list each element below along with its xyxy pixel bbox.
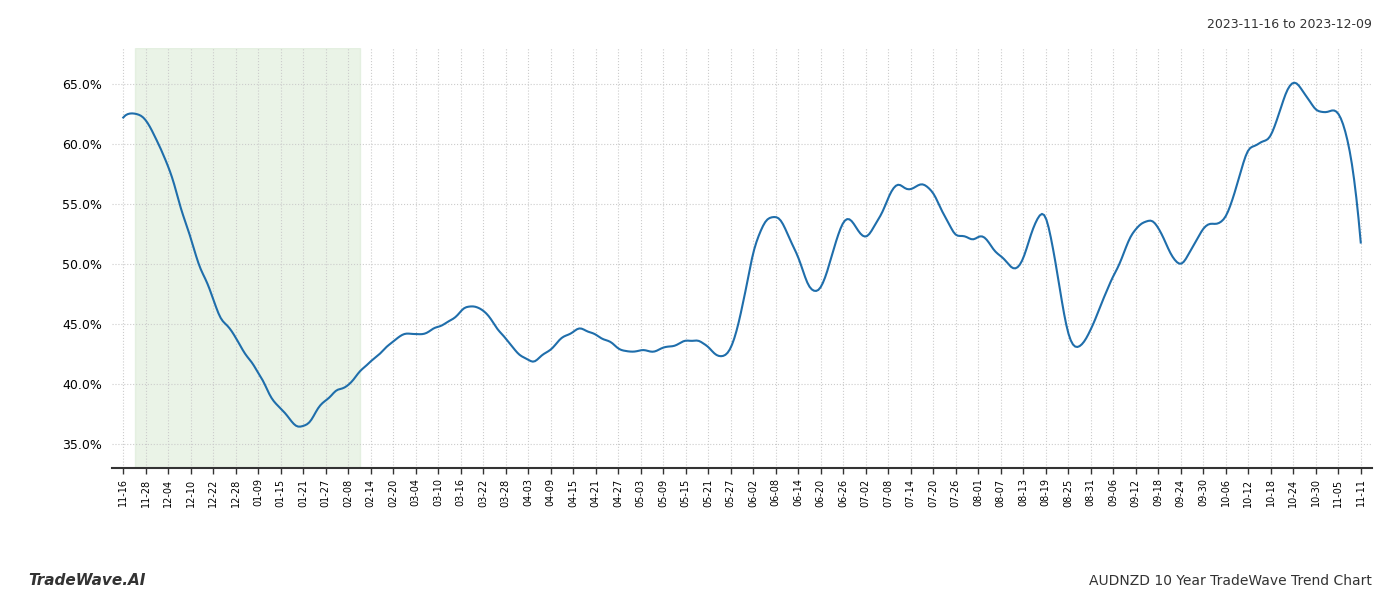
- Text: AUDNZD 10 Year TradeWave Trend Chart: AUDNZD 10 Year TradeWave Trend Chart: [1089, 574, 1372, 588]
- Text: 2023-11-16 to 2023-12-09: 2023-11-16 to 2023-12-09: [1207, 18, 1372, 31]
- Bar: [134, 48, 360, 468]
- Text: TradeWave.AI: TradeWave.AI: [28, 573, 146, 588]
